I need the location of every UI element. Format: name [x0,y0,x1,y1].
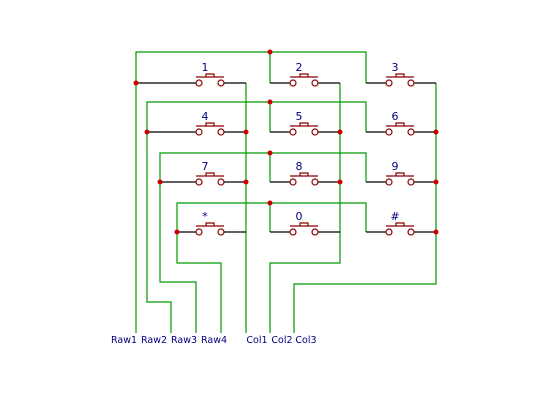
key-label: 9 [392,160,399,173]
push-button-switch: * [177,210,246,236]
junction-dot [174,229,180,235]
push-button-switch: # [366,210,436,236]
switch-plunger [299,122,309,126]
switch-pin [385,178,393,186]
junction-dot [157,179,163,185]
switches: 1 2 3 4 5 6 7 8 9 * 0 # [136,61,436,236]
switch-pin [289,79,297,87]
switch-plunger [205,222,215,226]
junction-dot [267,99,273,105]
switch-plunger [395,222,405,226]
wire-col3 [293,83,437,333]
switch-plunger [205,73,215,77]
push-button-switch: 2 [270,61,340,87]
junction-dot [243,179,249,185]
push-button-switch: 3 [366,61,436,87]
push-button-switch: 8 [270,160,340,186]
net-labels: Raw1 Raw2 Raw3 Raw4 Col1 Col2 Col3 [111,335,317,346]
wire-raw3 [159,152,367,333]
switch-pin [311,178,319,186]
key-label: 0 [296,210,303,223]
junction-dot [433,179,439,185]
switch-plunger [205,172,215,176]
key-label: * [202,210,208,223]
switch-pin [311,79,319,87]
wires [135,51,437,333]
switch-plunger [299,222,309,226]
switch-pin [407,128,415,136]
junction-dot [267,49,273,55]
key-label: # [390,210,399,223]
switch-pin [311,128,319,136]
switch-pin [217,128,225,136]
junction-dot [267,200,273,206]
switch-pin [289,228,297,236]
push-button-switch: 4 [147,110,246,136]
junction-dot [243,129,249,135]
wire-col2 [269,83,341,333]
junction-dot [144,129,150,135]
net-label-raw3: Raw3 [171,335,197,346]
push-button-switch: 7 [160,160,246,186]
push-button-switch: 1 [136,61,246,87]
key-label: 2 [296,61,303,74]
switch-pin [195,228,203,236]
switch-pin [195,79,203,87]
net-label-col3: Col3 [295,335,316,346]
net-label-raw4: Raw4 [201,335,227,346]
key-label: 5 [296,110,303,123]
switch-pin [407,228,415,236]
net-label-col2: Col2 [271,335,292,346]
wire-raw2 [146,101,367,333]
key-label: 8 [296,160,303,173]
junction-dot [267,150,273,156]
push-button-switch: 9 [366,160,436,186]
key-label: 7 [202,160,209,173]
switch-pin [407,79,415,87]
wire-raw1 [135,51,367,333]
key-label: 1 [202,61,209,74]
junctions [133,49,439,235]
net-label-col1: Col1 [246,335,267,346]
switch-pin [195,178,203,186]
junction-dot [133,80,139,86]
junction-dot [337,179,343,185]
switch-plunger [395,172,405,176]
junction-dot [433,129,439,135]
push-button-switch: 0 [270,210,340,236]
switch-pin [195,128,203,136]
switch-pin [217,228,225,236]
push-button-switch: 6 [366,110,436,136]
switch-pin [385,228,393,236]
switch-plunger [205,122,215,126]
switch-pin [311,228,319,236]
switch-pin [217,178,225,186]
switch-pin [289,178,297,186]
key-label: 3 [392,61,399,74]
key-label: 4 [202,110,209,123]
switch-plunger [299,172,309,176]
switch-pin [407,178,415,186]
net-label-raw2: Raw2 [141,335,167,346]
switch-plunger [395,122,405,126]
junction-dot [337,129,343,135]
junction-dot [433,229,439,235]
switch-pin [385,79,393,87]
switch-pin [385,128,393,136]
switch-pin [289,128,297,136]
switch-plunger [299,73,309,77]
key-label: 6 [392,110,399,123]
push-button-switch: 5 [270,110,340,136]
switch-pin [217,79,225,87]
switch-plunger [395,73,405,77]
net-label-raw1: Raw1 [111,335,137,346]
